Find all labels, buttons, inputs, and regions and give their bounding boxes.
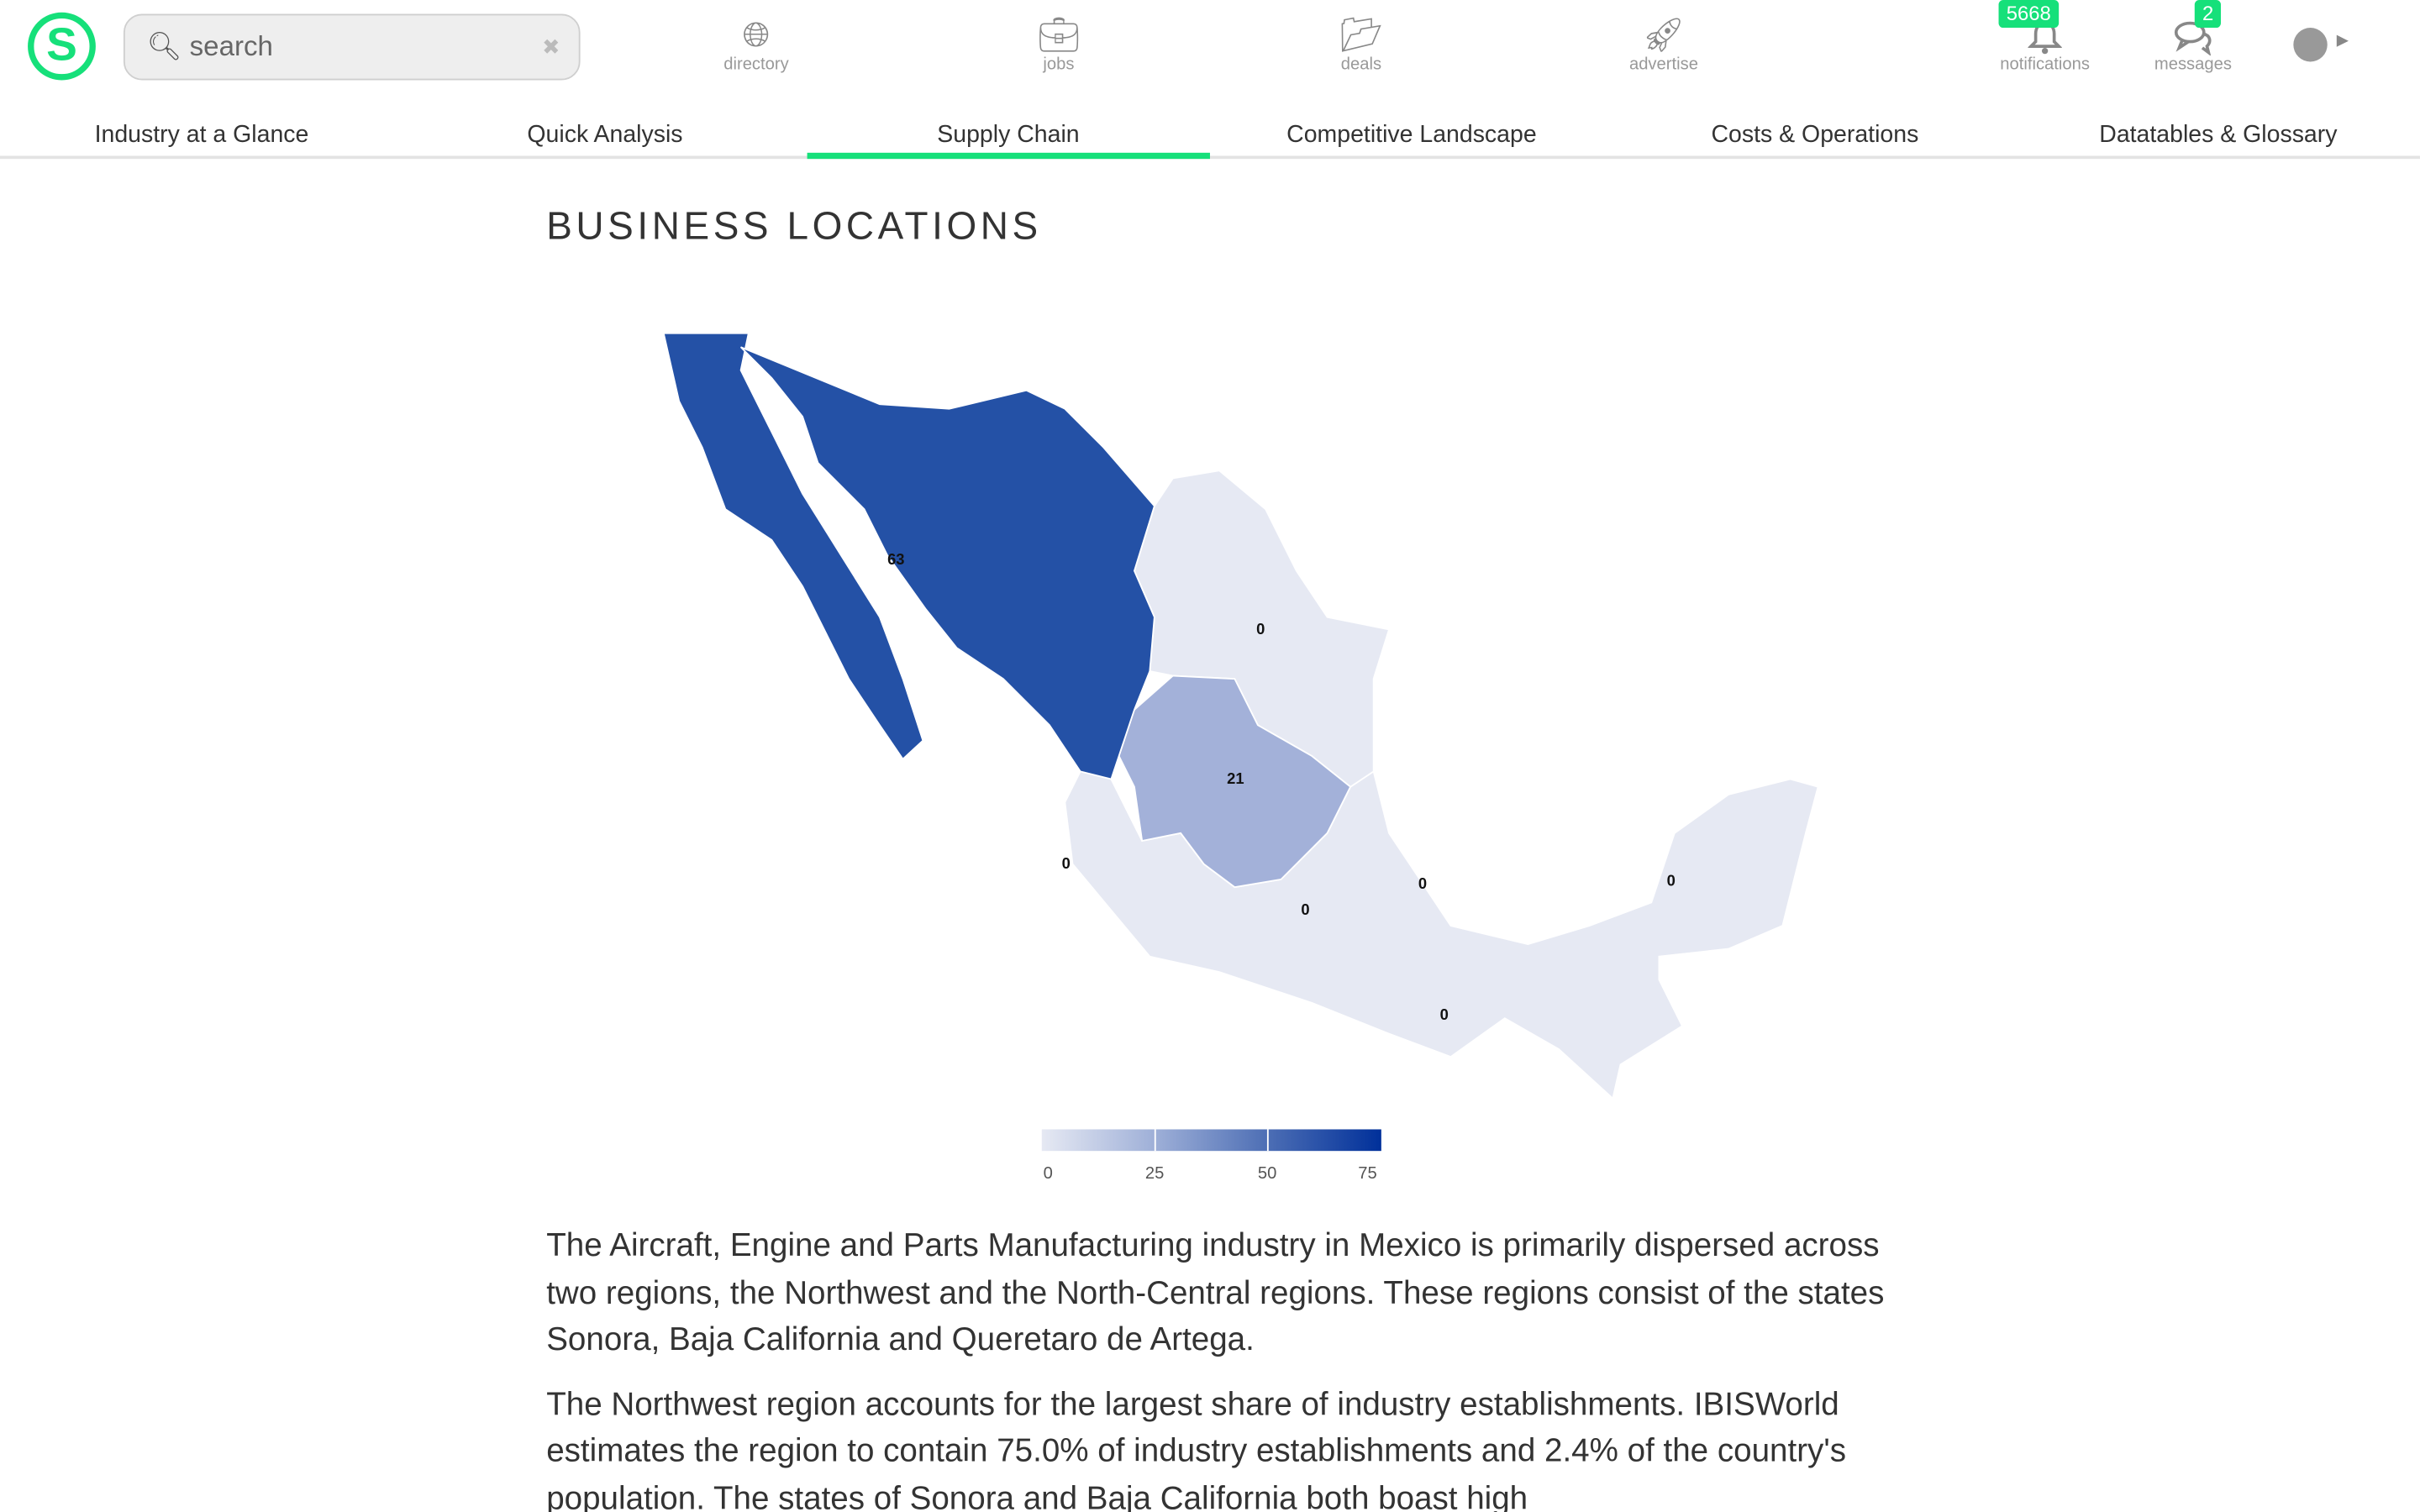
search-input[interactable]: 🔍︎ search ✖	[123, 13, 581, 81]
globe-icon: 🌐︎	[742, 15, 771, 55]
map-label: 0	[1256, 620, 1265, 638]
tab-supply-chain[interactable]: Supply Chain	[806, 111, 1211, 160]
tab-datatables-glossary[interactable]: Datatables & Glossary	[2099, 122, 2338, 149]
nav-jobs[interactable]: 💼︎ jobs	[997, 15, 1121, 74]
tab-competitive-landscape[interactable]: Competitive Landscape	[1286, 122, 1537, 149]
map-label: 0	[1418, 874, 1427, 892]
nav-deals[interactable]: 📂︎ deals	[1300, 15, 1423, 74]
caret-right-icon[interactable]: ▶	[2336, 32, 2349, 50]
tab-costs-operations[interactable]: Costs & Operations	[1711, 122, 1919, 149]
folder-icon: 📂︎	[1339, 15, 1383, 55]
tab-bar: Industry at a Glance Quick Analysis Supp…	[0, 111, 2420, 160]
tab-quick-analysis[interactable]: Quick Analysis	[527, 122, 683, 149]
nav-label: advertise	[1628, 55, 1698, 75]
logo[interactable]: S	[28, 12, 96, 81]
search-placeholder: search	[189, 30, 273, 62]
body-text: The Aircraft, Engine and Parts Manufactu…	[546, 1224, 1889, 1512]
map-label: 21	[1227, 769, 1244, 787]
region-northwest[interactable]	[739, 346, 1155, 780]
color-legend: 0 25 50 75	[1041, 1129, 1381, 1189]
briefcase-icon: 💼︎	[1037, 15, 1081, 55]
legend-tick: 0	[1043, 1164, 1053, 1184]
nav-label: messages	[2154, 55, 2232, 75]
legend-tick: 50	[1257, 1164, 1277, 1184]
map-label: 0	[1667, 871, 1676, 889]
nav-advertise[interactable]: 🚀︎ advertise	[1602, 15, 1725, 74]
nav-notifications[interactable]: 5668 notifications	[1983, 0, 2107, 75]
region-northwest-baja[interactable]	[662, 332, 924, 761]
nav-directory[interactable]: 🌐︎ directory	[695, 15, 818, 74]
search-icon: 🔍︎	[146, 30, 182, 62]
avatar[interactable]	[2293, 28, 2328, 62]
legend-tick: 25	[1144, 1164, 1165, 1184]
region-north-central[interactable]	[1118, 675, 1352, 889]
clear-icon[interactable]: ✖	[542, 34, 560, 59]
paragraph: The Aircraft, Engine and Parts Manufactu…	[546, 1228, 1885, 1358]
nav-messages[interactable]: 2 messages	[2131, 0, 2254, 75]
nav-label: jobs	[1043, 55, 1075, 75]
legend-tick: 75	[1358, 1164, 1377, 1184]
paragraph: The Northwest region accounts for the la…	[546, 1386, 1846, 1512]
section-title: BUSINESS LOCATIONS	[546, 205, 1042, 249]
rocket-icon: 🚀︎	[1642, 15, 1686, 55]
tab-industry-at-a-glance[interactable]: Industry at a Glance	[94, 122, 309, 149]
map-label: 0	[1301, 900, 1309, 918]
chat-icon	[2131, 15, 2254, 56]
map-label: 0	[1440, 1005, 1449, 1023]
messages-badge: 2	[2194, 0, 2222, 29]
map-label: 63	[887, 550, 904, 568]
nav-label: notifications	[2000, 55, 2090, 75]
legend-gradient	[1041, 1129, 1381, 1152]
nav-label: deals	[1340, 55, 1382, 75]
nav-label: directory	[723, 55, 789, 75]
notifications-badge: 5668	[1998, 0, 2060, 29]
map-label: 0	[1062, 854, 1071, 872]
